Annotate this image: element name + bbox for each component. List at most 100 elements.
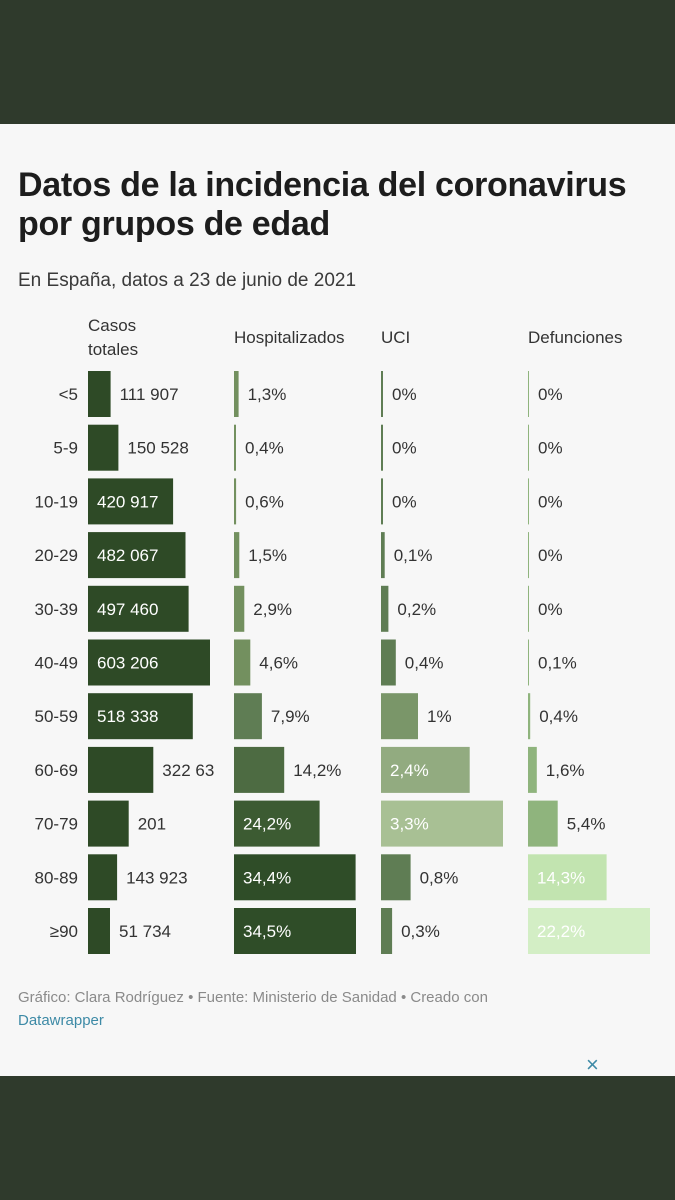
bar-hosp (234, 908, 356, 954)
column-header-hospitalizados: Hospitalizados (234, 328, 345, 347)
column-header-casos-line2: totales (88, 340, 139, 359)
bar-def (528, 693, 531, 740)
age-label: ≥90 (50, 922, 78, 941)
value-label-hosp: 24,2% (243, 815, 291, 834)
bar-uci (381, 908, 393, 954)
bar-casos (88, 746, 154, 793)
value-label-casos: 51 734 (119, 922, 171, 941)
bar-casos (88, 639, 210, 686)
bar-def (528, 800, 558, 847)
bar-hosp (234, 532, 240, 579)
bar-casos (88, 908, 110, 954)
value-label-uci: 0,3% (401, 922, 440, 941)
age-label: <5 (59, 385, 78, 404)
value-label-uci: 0,2% (397, 600, 436, 619)
bar-hosp (234, 854, 356, 901)
bar-uci (381, 746, 470, 793)
bar-uci (381, 800, 503, 847)
bar-casos (88, 693, 193, 740)
value-label-def: 22,2% (537, 922, 585, 941)
value-label-uci: 1% (427, 707, 452, 726)
bar-def (528, 854, 607, 901)
bar-casos (88, 532, 186, 579)
bar-uci (381, 424, 383, 471)
value-label-casos: 201 (138, 815, 166, 834)
bar-casos (88, 800, 129, 847)
bar-casos (88, 854, 118, 901)
value-label-uci: 3,3% (390, 815, 429, 834)
chart-title: Datos de la incidencia del coronavirus p… (18, 166, 627, 243)
bar-def (528, 424, 529, 471)
age-label: 5-9 (53, 439, 78, 458)
value-label-casos: 497 460 (97, 600, 158, 619)
column-header-uci: UCI (381, 328, 411, 347)
value-label-casos: 150 528 (127, 439, 188, 458)
column-header-defunciones: Defunciones (528, 328, 623, 347)
bar-casos (88, 371, 111, 417)
value-label-hosp: 34,5% (243, 922, 291, 941)
bar-casos (88, 585, 189, 632)
value-label-hosp: 4,6% (259, 654, 298, 673)
footer-credits: Gráfico: Clara Rodríguez • Fuente: Minis… (18, 989, 488, 1006)
bar-uci (381, 478, 383, 525)
value-label-casos: 603 206 (97, 654, 158, 673)
bar-uci (381, 639, 396, 686)
value-label-hosp: 1,5% (248, 546, 287, 565)
value-label-def: 14,3% (537, 868, 585, 887)
value-label-uci: 0% (392, 385, 417, 404)
bar-hosp (234, 424, 236, 471)
value-label-hosp: 1,3% (248, 385, 287, 404)
datawrapper-link[interactable]: Datawrapper (18, 1012, 104, 1029)
value-label-uci: 0,8% (420, 868, 459, 887)
bar-def (528, 746, 537, 793)
age-label: 50-59 (35, 707, 78, 726)
bar-def (528, 908, 650, 954)
value-label-def: 0% (538, 439, 563, 458)
value-label-casos: 143 923 (126, 868, 187, 887)
value-label-casos: 482 067 (97, 546, 158, 565)
value-label-hosp: 0,4% (245, 439, 284, 458)
age-label: 80-89 (35, 868, 78, 887)
bar-hosp (234, 800, 320, 847)
bar-uci (381, 693, 418, 740)
value-label-casos: 518 338 (97, 707, 158, 726)
age-label: 20-29 (35, 546, 78, 565)
age-label: 40-49 (35, 654, 78, 673)
chart-card: Datos de la incidencia del coronavirus p… (0, 124, 675, 1076)
bar-uci (381, 585, 389, 632)
value-label-casos: 322 63 (162, 761, 214, 780)
value-label-def: 0% (538, 600, 563, 619)
close-icon[interactable]: × (586, 1052, 599, 1076)
bar-hosp (234, 639, 251, 686)
bar-def (528, 639, 529, 686)
bar-hosp (234, 693, 262, 740)
bar-uci (381, 532, 385, 579)
age-label: 30-39 (35, 600, 78, 619)
value-label-hosp: 14,2% (293, 761, 341, 780)
value-label-def: 1,6% (546, 761, 585, 780)
bar-hosp (234, 371, 239, 417)
column-header-casos: Casos totales (88, 314, 178, 362)
bar-def (528, 478, 529, 525)
bar-chart: <5 111 907 1,3% 0% 0% 5-9 150 528 0,4% 0% 0% 10-19… (35, 371, 650, 954)
bar-uci (381, 854, 411, 901)
bar-hosp (234, 746, 285, 793)
column-header-casos-line1: Casos (88, 316, 137, 335)
value-label-uci: 2,4% (390, 761, 429, 780)
value-label-casos: 111 907 (120, 385, 179, 404)
bar-def (528, 532, 529, 579)
value-label-def: 5,4% (567, 815, 606, 834)
value-label-hosp: 7,9% (271, 707, 310, 726)
age-label: 10-19 (35, 492, 78, 511)
value-label-def: 0% (538, 492, 563, 511)
value-label-uci: 0,4% (405, 654, 444, 673)
value-label-def: 0% (538, 546, 563, 565)
value-label-uci: 0,1% (394, 546, 433, 565)
value-label-uci: 0% (392, 439, 417, 458)
chart-subtitle: En España, datos a 23 de junio de 2021 (18, 270, 357, 291)
bar-casos (88, 478, 174, 525)
value-label-hosp: 34,4% (243, 868, 291, 887)
value-label-def: 0% (538, 385, 563, 404)
bar-def (528, 585, 529, 632)
bar-hosp (234, 585, 245, 632)
